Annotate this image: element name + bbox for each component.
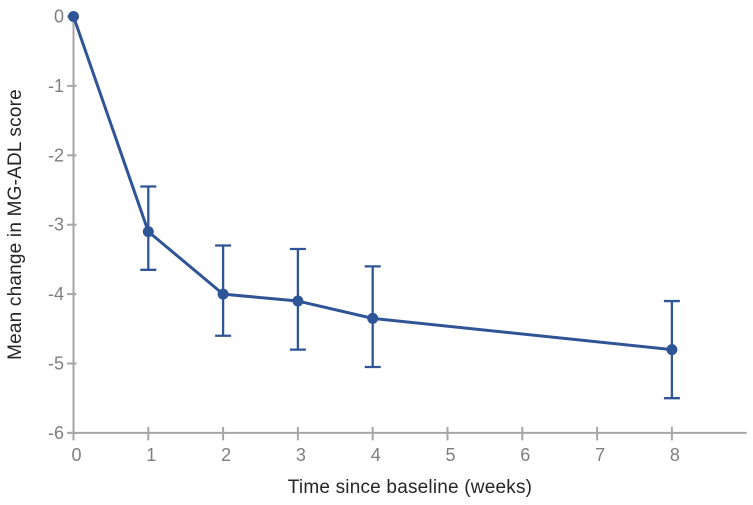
data-point-marker (367, 312, 379, 324)
x-tick-label: 4 (371, 445, 381, 465)
data-point-marker (217, 288, 229, 300)
data-point-marker (68, 11, 79, 22)
x-tick-label: 6 (520, 445, 530, 465)
y-tick-label: -6 (48, 423, 64, 443)
y-axis-title: Mean change in MG-ADL score (5, 89, 26, 360)
x-tick-label: 8 (670, 445, 680, 465)
series-line (72, 16, 673, 352)
data-point-marker (666, 344, 678, 356)
x-tick-label: 3 (296, 445, 306, 465)
y-tick-label: -3 (48, 215, 64, 235)
x-tick-label: 2 (221, 445, 231, 465)
y-tick-label: -2 (48, 145, 64, 165)
y-tick-label: 0 (54, 7, 64, 27)
x-tick-label: 0 (71, 445, 81, 465)
x-axis-title: Time since baseline (weeks) (287, 477, 533, 498)
y-tick-label: -4 (48, 284, 64, 304)
y-tick-label: -5 (48, 354, 64, 374)
data-point-marker (142, 226, 154, 238)
x-tick-label: 1 (146, 445, 156, 465)
x-tick-label: 7 (595, 445, 605, 465)
y-tick-label: -1 (48, 76, 64, 96)
x-tick-label: 5 (445, 445, 455, 465)
data-point-marker (292, 295, 304, 307)
